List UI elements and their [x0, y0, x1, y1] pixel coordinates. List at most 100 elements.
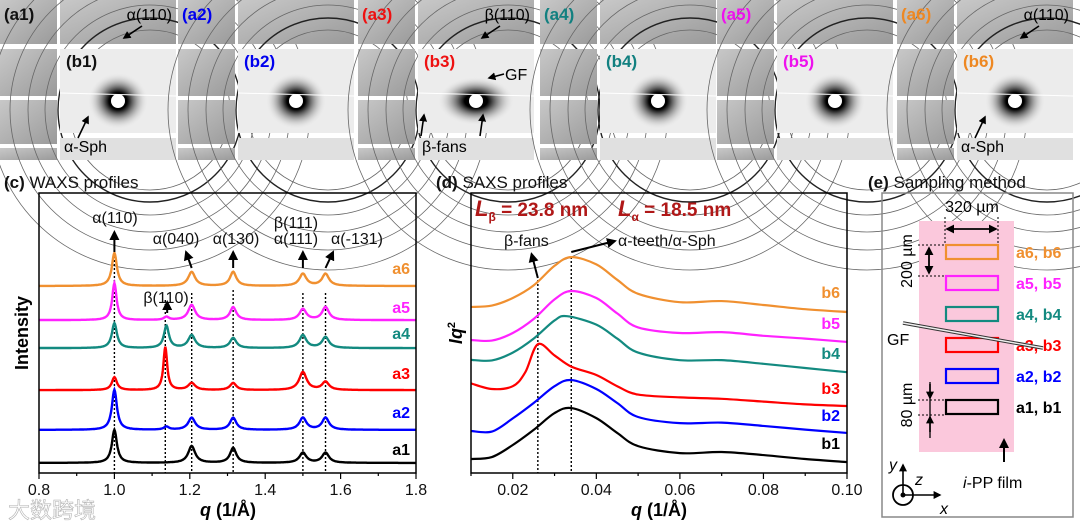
saxs-panel-label: (b2)	[244, 52, 275, 71]
detector-panel-2: (a2) (b2)	[167, 0, 489, 271]
detector-panel-1: (a1) (b1) α(110) α-Sph	[0, 0, 311, 271]
saxs-curve-b2	[471, 378, 847, 435]
waxs-panel-label: (a3)	[362, 5, 392, 24]
beamstop	[651, 94, 665, 108]
annotation-arrow	[480, 25, 501, 39]
waxs-pattern-piece	[540, 49, 597, 96]
ipp-film	[919, 221, 1014, 452]
waxs-curve-a3	[39, 346, 416, 392]
saxs-curve-b4	[471, 314, 847, 374]
annotation-arrow	[974, 115, 986, 139]
saxs-annotation: α-Sph	[64, 139, 107, 156]
waxs-pattern-piece	[178, 49, 235, 96]
annotation-arrow	[1019, 25, 1040, 39]
series-label-b5: b5	[821, 316, 840, 333]
x-tick-label: 1.4	[254, 482, 276, 499]
waxs-pattern-piece	[0, 0, 57, 44]
waxs-panel-label: (a6)	[901, 5, 931, 24]
detector-image-strip: (a1) (b1) α(110) α-Sph (a2) (b2) (a3) (b3) β(110…	[0, 0, 1080, 271]
series-label-b6: b6	[821, 285, 840, 302]
waxs-pattern-piece	[178, 0, 235, 44]
x-axis-label: x	[939, 501, 949, 518]
x-tick-label: 1.6	[329, 482, 351, 499]
waxs-pattern-piece	[540, 0, 597, 44]
annotation-arrow	[419, 113, 428, 137]
sampling-label: a2, b2	[1016, 369, 1061, 386]
saxs-pattern-lower	[957, 138, 1073, 160]
peak-annotation: α(111)	[274, 231, 318, 248]
waxs-pattern-piece	[178, 148, 235, 160]
waxs-annotation: β(110)	[485, 7, 530, 24]
panel-c-title: (c) WAXS profiles	[4, 173, 138, 192]
panel-d-title: (d) SAXS profiles	[436, 173, 567, 192]
series-label-a5: a5	[392, 300, 410, 317]
waxs-pattern-piece	[897, 49, 954, 96]
waxs-pattern-piece	[897, 148, 954, 160]
waxs-pattern-piece	[0, 49, 57, 96]
waxs-curve-a4	[39, 320, 416, 350]
saxs-pattern-lower	[777, 138, 893, 160]
annotation-arrow	[122, 25, 143, 39]
waxs-panel-label: (a1)	[4, 5, 34, 24]
waxs-x-axis-label: q (1/Å)	[200, 500, 256, 520]
saxs-pattern-lower	[600, 138, 716, 160]
waxs-pattern-piece	[358, 0, 415, 44]
diffraction-ring	[906, 0, 1080, 251]
saxs-x-axis-label: q (1/Å)	[631, 500, 687, 520]
x-tick-label: 0.8	[28, 482, 50, 499]
spacing-label: 200 µm	[899, 234, 916, 288]
glass-fiber-core	[902, 322, 1044, 349]
series-label-b4: b4	[821, 346, 840, 363]
sampling-box-1	[944, 398, 1000, 416]
waxs-annotation: α(110)	[1024, 7, 1069, 24]
sampling-box-6	[944, 243, 1000, 261]
saxs-pattern-lower	[238, 138, 354, 160]
waxs-panel-label: (a5)	[721, 5, 751, 24]
saxs-curve-b6	[471, 256, 847, 314]
saxs-panel-label: (b3)	[424, 52, 455, 71]
film-label: i-PP film	[963, 475, 1022, 492]
series-label-b1: b1	[821, 436, 840, 453]
diffraction-ring	[954, 17, 1080, 203]
z-axis-label: z	[914, 472, 923, 489]
waxs-panel: (c) WAXS profiles 0.8 1.0 1.2 1.4 1.6 1.8 a1 a2…	[4, 173, 427, 520]
saxs-pattern-lower	[418, 138, 534, 160]
width-label: 320 µm	[945, 199, 999, 216]
diffraction-ring	[886, 0, 1080, 271]
beamstop	[111, 94, 125, 108]
peak-annotation: α(110)	[92, 210, 137, 227]
series-label-a3: a3	[392, 366, 410, 383]
saxs-curve-b3	[471, 342, 847, 408]
detector-panel-6: (a6) (b6) α(110) α-Sph	[886, 0, 1080, 271]
annotation-arrow	[487, 72, 505, 81]
waxs-curve-a5	[39, 278, 416, 322]
series-label-a4: a4	[392, 326, 410, 343]
sampling-box-5	[944, 274, 1000, 292]
saxs-annotation: β-fans	[422, 139, 467, 156]
x-tick-label: 1.8	[405, 482, 427, 499]
sampling-label: a1, b1	[1016, 400, 1061, 417]
saxs-panel-label: (b5)	[783, 52, 814, 71]
annotation-alpha: α-teeth/α-Sph	[618, 233, 716, 250]
sampling-box-2	[944, 367, 1000, 385]
x-tick-label: 1.2	[179, 482, 201, 499]
saxs-curve-b5	[471, 289, 847, 344]
saxs-annotation-gf: GF	[505, 67, 527, 84]
waxs-pattern-piece	[540, 148, 597, 160]
waxs-pattern-piece	[358, 148, 415, 160]
sampling-box-4	[944, 305, 1000, 323]
saxs-y-axis-label: Iq2	[446, 322, 466, 344]
x-tick-label: 0.04	[581, 482, 612, 499]
x-tick-label: 0.08	[748, 482, 779, 499]
waxs-pattern-piece	[897, 0, 954, 44]
panel-e-title: (e) Sampling method	[868, 173, 1026, 192]
x-tick-label: 0.02	[497, 482, 528, 499]
beamstop	[828, 94, 842, 108]
annotation-beta-fans: β-fans	[504, 233, 549, 250]
series-label-a1: a1	[392, 442, 410, 459]
beamstop	[469, 94, 483, 108]
waxs-pattern-top	[600, 0, 716, 44]
sampling-label: a6, b6	[1016, 245, 1061, 262]
waxs-pattern-piece	[0, 148, 57, 160]
